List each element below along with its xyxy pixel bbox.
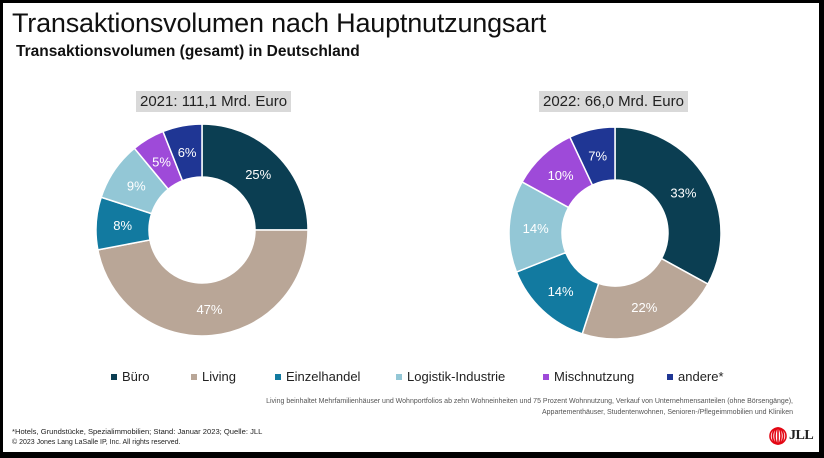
slice-andere — [568, 126, 616, 187]
slide-subtitle: Transaktionsvolumen (gesamt) in Deutschl… — [16, 43, 360, 60]
note-line-2: Appartementhäuser, Studentenwohnen, Seni… — [542, 409, 793, 416]
data-label-living: 22% — [631, 300, 657, 315]
legend-item-einzelhandel: Einzelhandel — [275, 369, 360, 384]
note-line-1: Living beinhaltet Mehrfamilienhäuser und… — [266, 398, 793, 405]
legend-item-buero: Büro — [111, 369, 149, 384]
donut-2022: 33% 22% 14% 14% 10% 7% — [508, 126, 722, 340]
legend-label: Living — [202, 369, 236, 384]
jll-logo-text: JLL — [789, 428, 814, 443]
legend-label: Einzelhandel — [286, 369, 361, 384]
chart-title-2021: 2021: 111,1 Mrd. Euro — [136, 91, 292, 112]
slice-living — [96, 229, 309, 337]
donut-2021: 25% 47% 8% 9% 5% 6% — [95, 123, 309, 337]
legend-label: Büro — [122, 369, 150, 384]
data-label-logistik-industrie: 14% — [523, 221, 549, 236]
legend-label: andere* — [678, 369, 724, 384]
data-label-mischnutzung: 5% — [152, 155, 171, 170]
slice-andere — [162, 123, 203, 182]
legend-label: Mischnutzung — [554, 369, 635, 384]
legend-swatch — [191, 373, 197, 380]
donut-charts: 25% 47% 8% 9% 5% 6% 33% 22% 14% 14% 10% 7% — [95, 123, 722, 340]
legend-swatch — [275, 373, 281, 380]
slide-title: Transaktionsvolumen nach Hauptnutzungsar… — [12, 8, 547, 38]
legend-item-living: Living — [191, 369, 236, 384]
legend-item-logistik-industrie: Logistik-Industrie — [396, 369, 505, 384]
footnote-copyright: © 2023 Jones Lang LaSalle IP, Inc. All r… — [12, 439, 181, 446]
data-label-living: 47% — [196, 302, 222, 317]
data-label-buero: 25% — [245, 167, 271, 182]
slice-buero — [201, 123, 309, 231]
jll-logo-icon — [769, 427, 787, 445]
data-label-logistik-industrie: 9% — [127, 178, 146, 193]
legend-swatch — [543, 373, 549, 380]
data-label-einzelhandel: 8% — [113, 218, 132, 233]
legend-swatch — [667, 373, 673, 380]
legend-item-mischnutzung: Mischnutzung — [543, 369, 634, 384]
slice-buero — [614, 126, 722, 286]
legend-label: Logistik-Industrie — [407, 369, 506, 384]
chart-title-2022: 2022: 66,0 Mrd. Euro — [539, 91, 688, 112]
footnote-source: *Hotels, Grundstücke, Spezialimmobilien;… — [12, 427, 263, 436]
living-definition-note: Living beinhaltet Mehrfamilienhäuser und… — [233, 396, 793, 418]
slide: Transaktionsvolumen nach Hauptnutzungsar… — [3, 3, 819, 452]
data-label-andere: 7% — [588, 148, 607, 163]
legend-swatch — [396, 373, 402, 380]
legend-swatch — [111, 373, 117, 380]
legend: Büro Living Einzelhandel Logistik-Industrie… — [3, 369, 819, 389]
legend-item-andere: andere* — [667, 369, 724, 384]
data-label-mischnutzung: 10% — [548, 168, 574, 183]
jll-logo: JLL — [769, 427, 814, 445]
data-label-einzelhandel: 14% — [548, 284, 574, 299]
slice-living — [581, 257, 709, 340]
data-label-buero: 33% — [670, 186, 696, 201]
data-label-andere: 6% — [178, 145, 197, 160]
